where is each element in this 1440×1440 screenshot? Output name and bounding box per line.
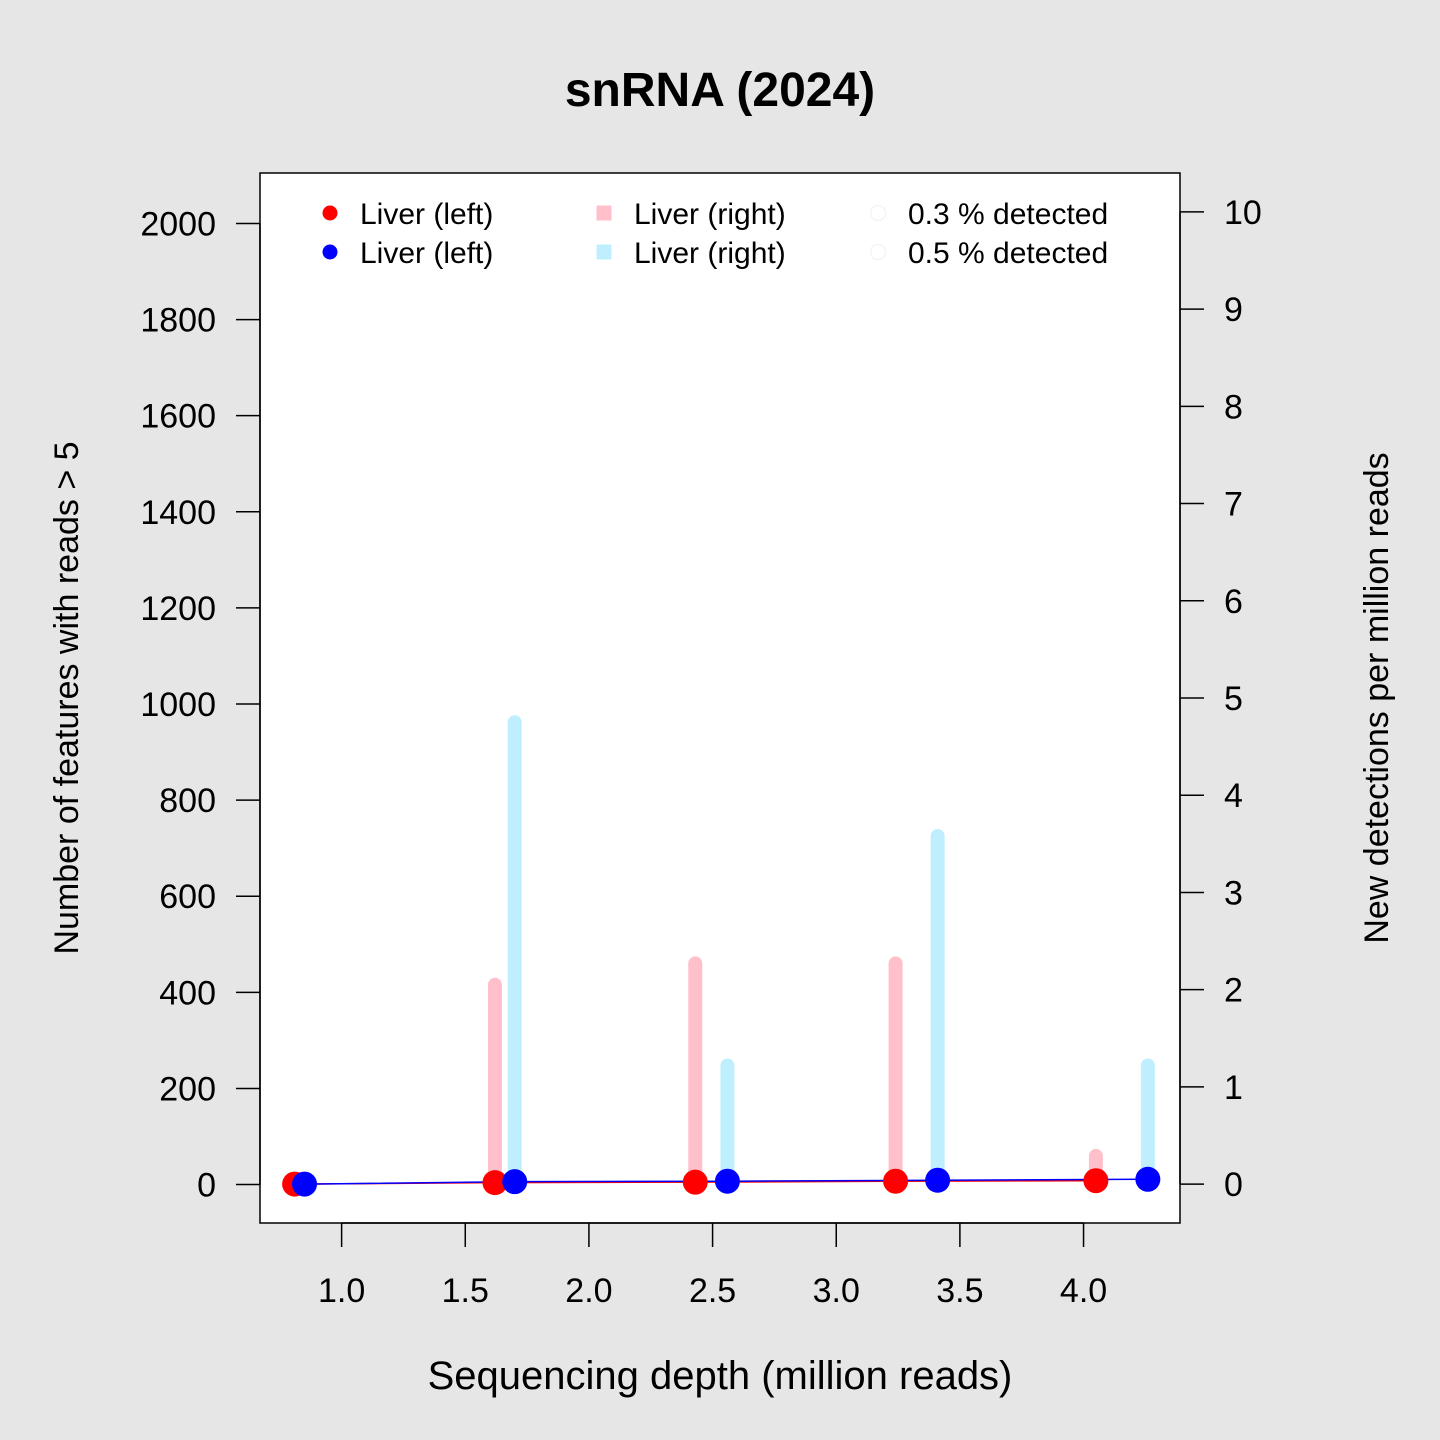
data-point	[925, 1167, 951, 1193]
y-axis-left: 0 200 400 600 800 1000 1200 1400 1600 1800 2000	[140, 205, 261, 1205]
y2-tick-label: 10	[1224, 194, 1262, 232]
x-tick-label: 2.0	[565, 1272, 612, 1310]
data-point	[883, 1168, 909, 1194]
y-tick-label: 0	[197, 1167, 216, 1205]
x-axis: 1.0 1.5 2.0 2.5 3.0 3.5 4.0	[318, 1222, 1107, 1310]
y-tick-label: 400	[159, 974, 216, 1012]
data-point	[1135, 1166, 1161, 1192]
y2-tick-label: 3	[1224, 874, 1243, 912]
x-tick-label: 2.5	[689, 1272, 736, 1310]
legend-label: Liver (right)	[634, 237, 786, 270]
y-tick-label: 1000	[140, 686, 216, 724]
y2-axis-label: New detections per million reads	[1358, 452, 1396, 943]
x-tick-label: 4.0	[1060, 1272, 1107, 1310]
legend-label: Liver (left)	[360, 237, 493, 270]
data-point	[482, 1170, 508, 1196]
y-axis-right: 0 1 2 3 4 5 6 7 8 9 10	[1179, 194, 1262, 1204]
legend-label: 0.5 % detected	[908, 237, 1108, 270]
y2-tick-label: 8	[1224, 388, 1243, 426]
legend: Liver (left) Liver (left) Liver (right) Liv…	[322, 198, 1108, 270]
data-point	[682, 1169, 708, 1195]
data-point	[714, 1168, 740, 1194]
x-tick-label: 1.5	[442, 1272, 489, 1310]
x-axis-label: Sequencing depth (million reads)	[428, 1354, 1013, 1398]
y2-tick-label: 9	[1224, 291, 1243, 329]
legend-marker	[322, 244, 338, 260]
legend-marker	[596, 244, 612, 260]
y-tick-label: 600	[159, 878, 216, 916]
y-tick-label: 200	[159, 1070, 216, 1108]
y2-tick-label: 1	[1224, 1069, 1243, 1107]
legend-marker	[869, 204, 887, 222]
y-tick-label: 1200	[140, 590, 216, 628]
y2-tick-label: 5	[1224, 680, 1243, 718]
chart-title: snRNA (2024)	[565, 64, 875, 117]
legend-label: 0.3 % detected	[908, 198, 1108, 231]
y2-tick-label: 6	[1224, 583, 1243, 621]
y2-tick-label: 4	[1224, 777, 1243, 815]
x-tick-label: 3.5	[936, 1272, 983, 1310]
y-tick-label: 1600	[140, 398, 216, 436]
y-tick-label: 2000	[140, 205, 216, 243]
legend-marker	[869, 243, 887, 261]
y-tick-label: 1800	[140, 302, 216, 340]
y2-tick-label: 7	[1224, 486, 1243, 524]
points-layer	[282, 1166, 1161, 1197]
x-tick-label: 1.0	[318, 1272, 365, 1310]
y-tick-label: 1400	[140, 494, 216, 532]
legend-label: Liver (left)	[360, 198, 493, 231]
legend-label: Liver (right)	[634, 198, 786, 231]
y2-tick-label: 2	[1224, 972, 1243, 1010]
plot-area	[260, 173, 1180, 1223]
y-axis-label: Number of features with reads > 5	[48, 441, 86, 954]
data-point	[292, 1171, 318, 1197]
legend-marker	[596, 205, 612, 221]
y2-tick-label: 0	[1224, 1166, 1243, 1204]
bars-layer	[487, 715, 1155, 1192]
x-tick-label: 3.0	[813, 1272, 860, 1310]
legend-marker	[322, 205, 338, 221]
y-tick-label: 800	[159, 782, 216, 820]
data-point	[1083, 1168, 1109, 1194]
data-point	[502, 1169, 528, 1195]
